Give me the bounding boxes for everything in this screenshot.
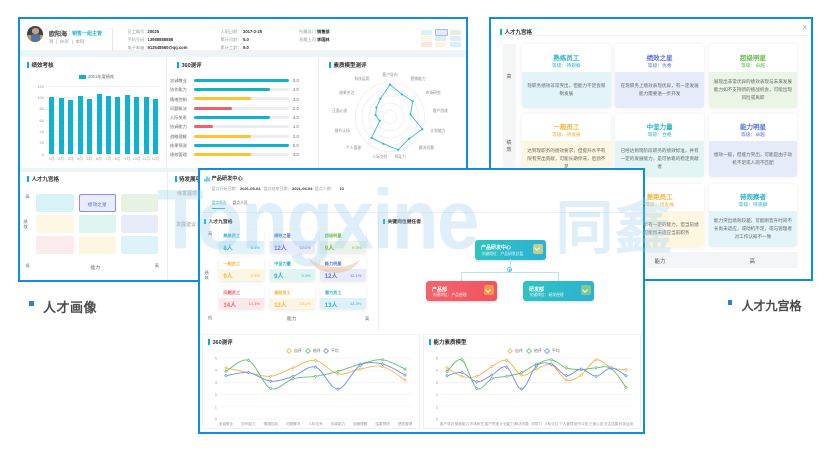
svg-text:忠诚敬业: 忠诚敬业 (219, 421, 234, 426)
svg-text:人际关系: 人际关系 (308, 421, 323, 426)
svg-text:1: 1 (436, 404, 439, 409)
svg-text:客户思维: 客户思维 (485, 421, 500, 426)
svg-text:4: 4 (215, 367, 218, 372)
svg-text:解决问题: 解决问题 (514, 421, 529, 426)
svg-text:关注结果: 关注结果 (604, 421, 619, 426)
svg-text:4: 4 (436, 367, 439, 372)
svg-text:市场研究: 市场研究 (470, 421, 485, 426)
svg-text:情绪控制: 情绪控制 (264, 421, 279, 426)
svg-text:协作能力: 协作能力 (241, 421, 256, 426)
svg-text:细节认知: 细节认知 (574, 421, 589, 426)
svg-text:个人管理: 个人管理 (559, 421, 574, 426)
svg-text:3: 3 (436, 379, 439, 384)
svg-text:3: 3 (215, 379, 218, 384)
svg-text:协调能力: 协调能力 (331, 421, 346, 426)
svg-text:科技运用: 科技运用 (619, 421, 634, 426)
svg-text:问题解决: 问题解决 (286, 421, 301, 426)
svg-text:2: 2 (215, 392, 218, 397)
svg-text:营销能力: 营销能力 (455, 421, 470, 426)
svg-text:0: 0 (215, 416, 218, 421)
svg-text:正面心态: 正面心态 (589, 421, 604, 426)
svg-text:1: 1 (215, 404, 218, 409)
svg-text:0: 0 (436, 416, 439, 421)
svg-text:计划能力: 计划能力 (500, 421, 515, 426)
svg-text:5: 5 (215, 355, 218, 360)
svg-text:5: 5 (436, 355, 439, 360)
svg-text:绩效管理: 绩效管理 (398, 421, 413, 426)
svg-text:战略理解: 战略理解 (353, 421, 368, 426)
svg-text:2: 2 (436, 392, 439, 397)
svg-text:人际交往: 人际交往 (544, 421, 559, 426)
svg-text:客户导向: 客户导向 (440, 421, 455, 426)
svg-text:领导力: 领导力 (531, 421, 542, 426)
svg-text:结果预测: 结果预测 (375, 421, 390, 426)
